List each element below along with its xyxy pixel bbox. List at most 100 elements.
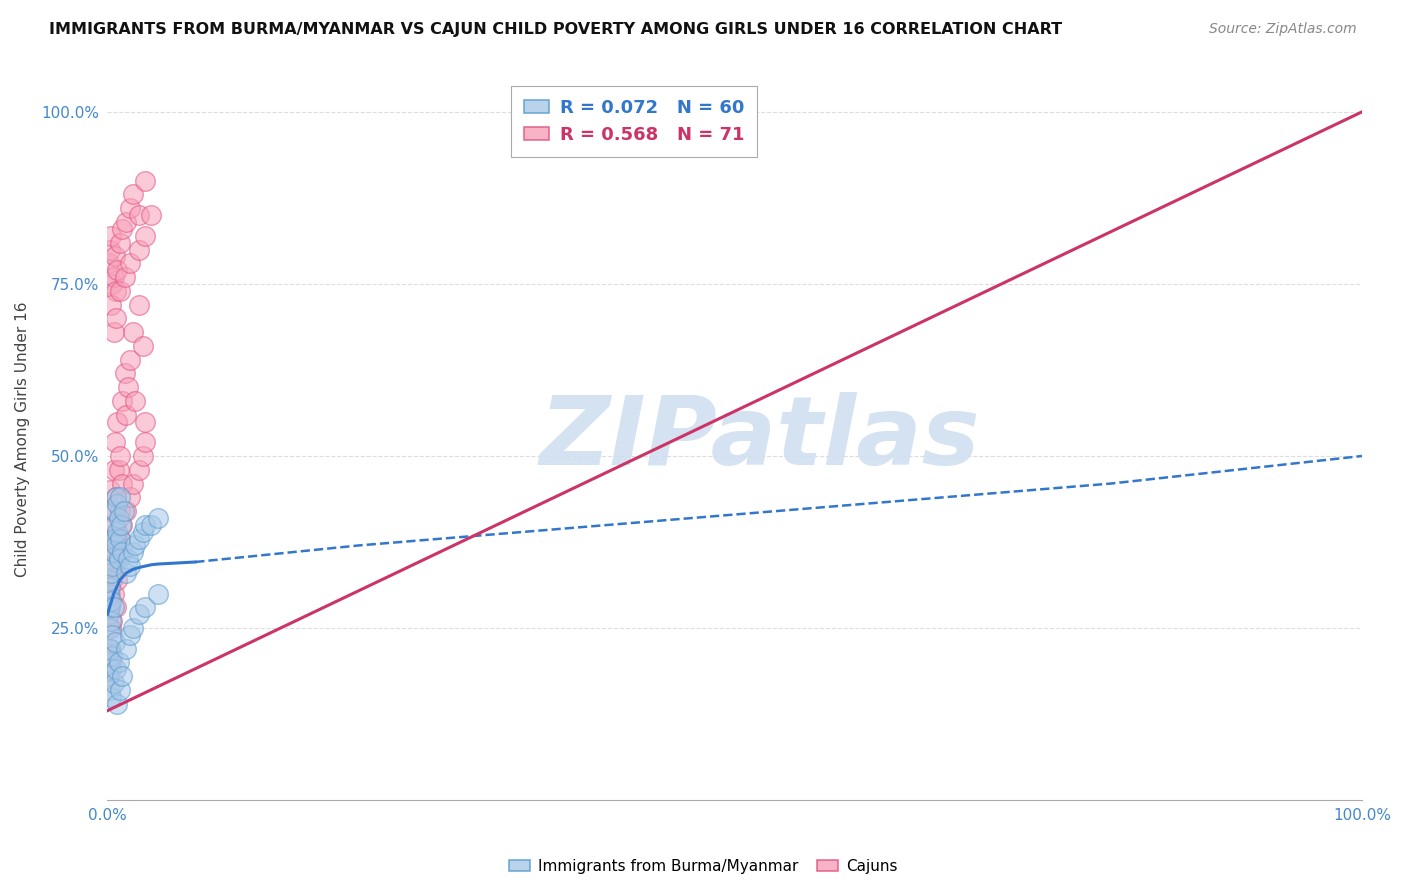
Point xyxy=(118,201,141,215)
Point xyxy=(117,380,139,394)
Point xyxy=(101,277,124,291)
Point xyxy=(118,491,141,505)
Point xyxy=(118,256,141,270)
Point xyxy=(98,580,121,594)
Point xyxy=(131,449,153,463)
Point xyxy=(98,552,121,566)
Point xyxy=(100,656,122,670)
Point xyxy=(114,270,136,285)
Point xyxy=(108,235,131,250)
Point xyxy=(104,249,127,263)
Point xyxy=(98,483,121,498)
Point xyxy=(97,607,120,622)
Point xyxy=(97,256,120,270)
Point xyxy=(100,690,122,704)
Point xyxy=(97,656,120,670)
Point xyxy=(115,641,138,656)
Point xyxy=(103,517,125,532)
Point xyxy=(100,566,122,580)
Point xyxy=(101,559,124,574)
Point xyxy=(134,174,156,188)
Point xyxy=(103,463,125,477)
Point xyxy=(115,566,138,580)
Point xyxy=(97,621,120,635)
Point xyxy=(121,545,143,559)
Point xyxy=(108,284,131,298)
Point xyxy=(103,325,125,339)
Point xyxy=(100,228,122,243)
Point xyxy=(101,648,124,663)
Point xyxy=(117,552,139,566)
Point xyxy=(111,517,134,532)
Point xyxy=(101,504,124,518)
Point xyxy=(131,524,153,539)
Point xyxy=(128,607,150,622)
Point xyxy=(134,228,156,243)
Point xyxy=(104,635,127,649)
Point xyxy=(107,463,129,477)
Point xyxy=(107,511,129,525)
Point xyxy=(128,297,150,311)
Point xyxy=(146,587,169,601)
Point xyxy=(103,270,125,285)
Point xyxy=(115,215,138,229)
Point xyxy=(134,600,156,615)
Point xyxy=(107,263,129,277)
Point xyxy=(97,573,120,587)
Point xyxy=(98,600,121,615)
Point xyxy=(97,669,120,683)
Point xyxy=(107,532,129,546)
Point xyxy=(115,408,138,422)
Point xyxy=(104,504,127,518)
Point xyxy=(103,587,125,601)
Point xyxy=(107,524,129,539)
Point xyxy=(100,614,122,628)
Point xyxy=(105,491,128,505)
Point xyxy=(103,676,125,690)
Point xyxy=(146,511,169,525)
Text: ZIPatlas: ZIPatlas xyxy=(540,392,980,485)
Point xyxy=(103,600,125,615)
Point xyxy=(118,628,141,642)
Legend: R = 0.072   N = 60, R = 0.568   N = 71: R = 0.072 N = 60, R = 0.568 N = 71 xyxy=(512,87,758,157)
Point xyxy=(128,243,150,257)
Point xyxy=(104,435,127,450)
Point xyxy=(101,614,124,628)
Point xyxy=(111,476,134,491)
Point xyxy=(98,587,121,601)
Point xyxy=(105,284,128,298)
Point xyxy=(121,187,143,202)
Point xyxy=(128,463,150,477)
Point xyxy=(107,573,129,587)
Point xyxy=(103,545,125,559)
Point xyxy=(97,600,120,615)
Point xyxy=(100,593,122,607)
Point xyxy=(115,504,138,518)
Point xyxy=(105,539,128,553)
Point xyxy=(101,532,124,546)
Point xyxy=(104,532,127,546)
Point xyxy=(124,539,146,553)
Point xyxy=(107,497,129,511)
Point xyxy=(121,476,143,491)
Point xyxy=(100,297,122,311)
Point xyxy=(112,504,135,518)
Point xyxy=(105,491,128,505)
Point xyxy=(108,504,131,518)
Point xyxy=(141,517,163,532)
Point xyxy=(118,352,141,367)
Point xyxy=(101,573,124,587)
Point xyxy=(103,545,125,559)
Point xyxy=(118,559,141,574)
Point xyxy=(98,243,121,257)
Point xyxy=(121,325,143,339)
Point xyxy=(111,222,134,236)
Point xyxy=(100,662,122,676)
Point xyxy=(111,545,134,559)
Point xyxy=(104,517,127,532)
Point xyxy=(100,621,122,635)
Point xyxy=(107,545,129,559)
Point xyxy=(134,517,156,532)
Point xyxy=(108,449,131,463)
Point xyxy=(131,339,153,353)
